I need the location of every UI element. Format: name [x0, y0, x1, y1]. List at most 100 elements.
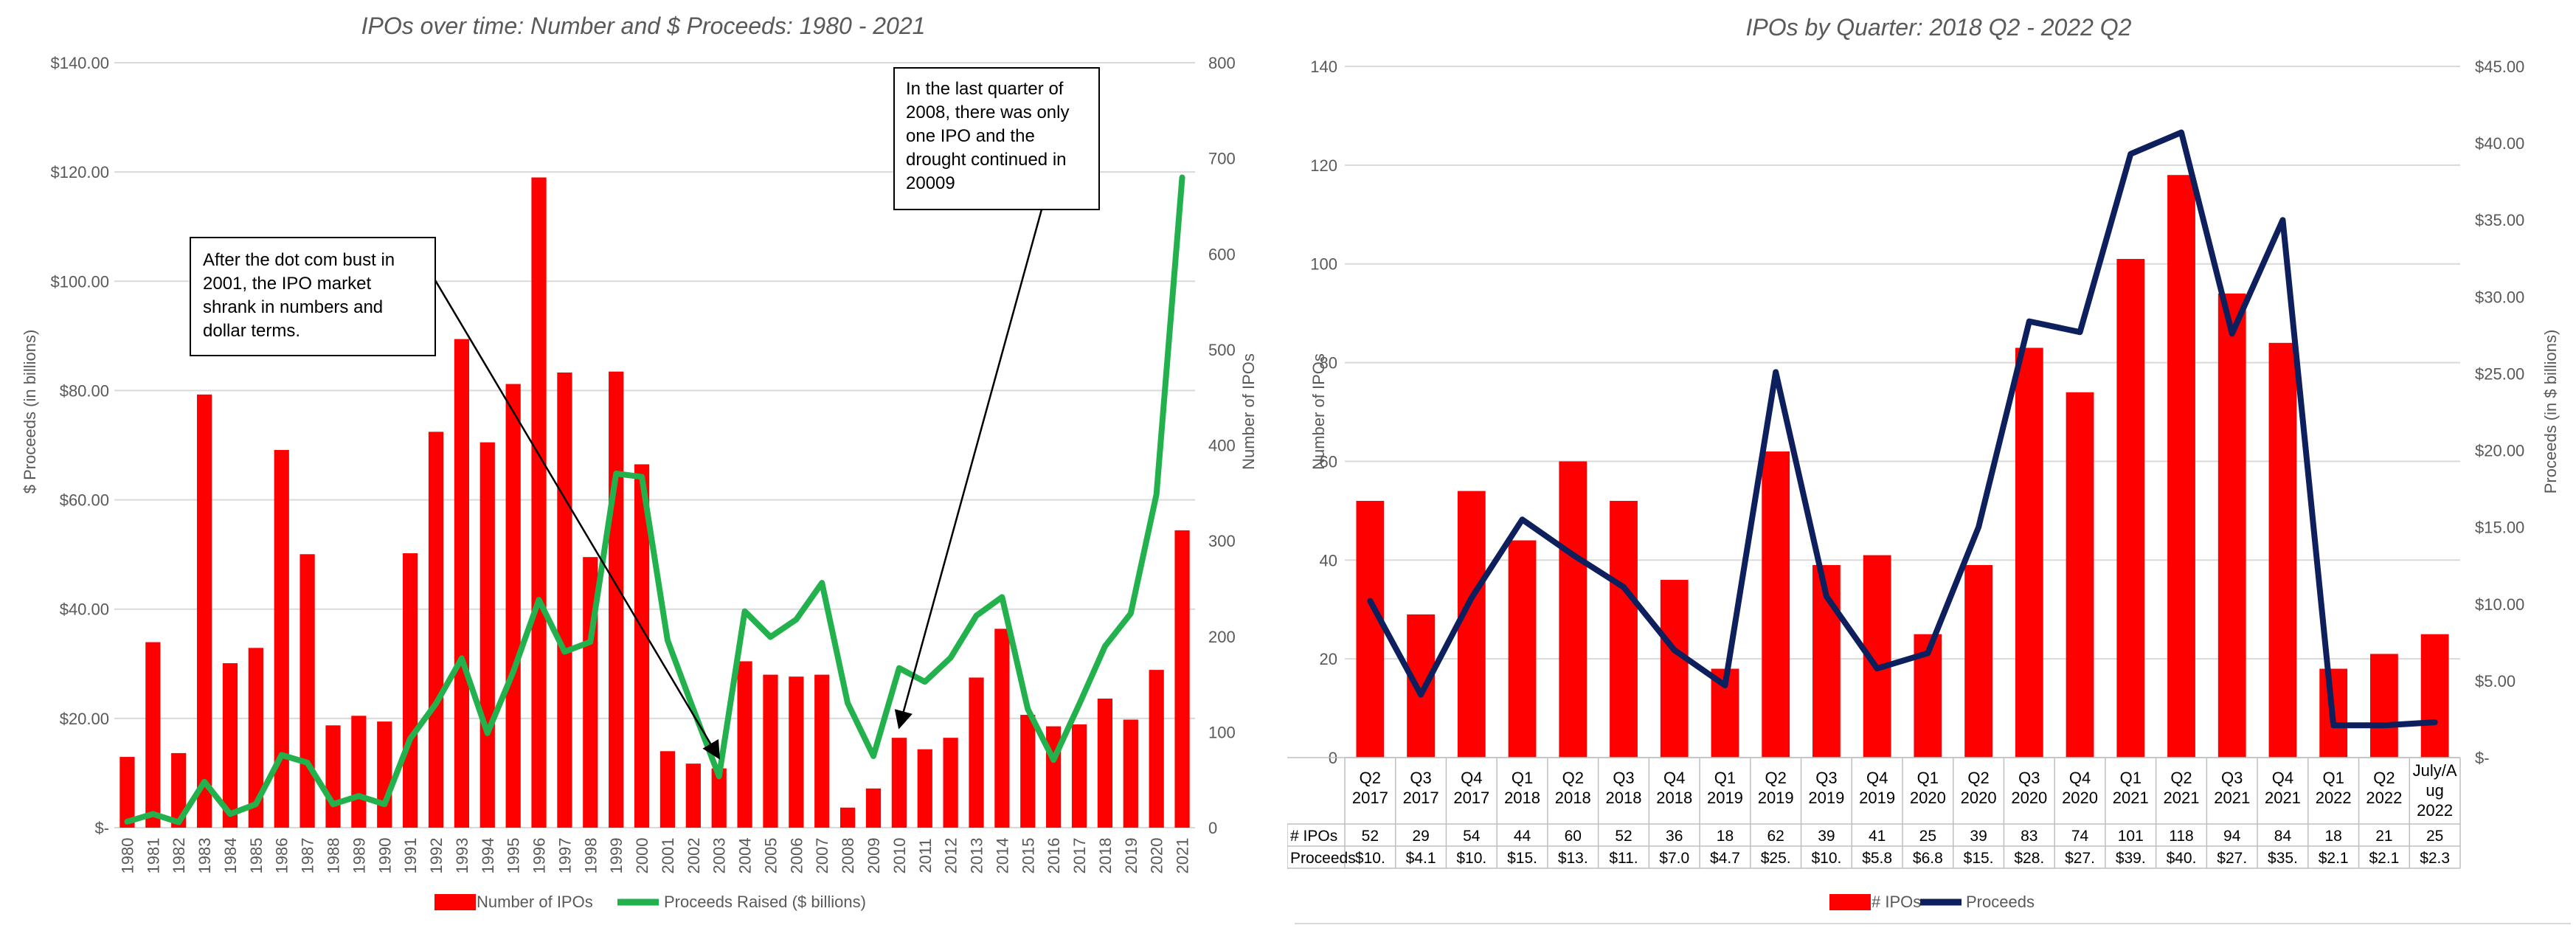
table-cell-proceeds: $5.8 [1862, 850, 1892, 867]
annotation-box [893, 67, 1100, 210]
x-category-label: 2018 [1504, 789, 1540, 807]
annotation-text: drought continued in [906, 150, 1067, 170]
legend: # IPOs Proceeds [1829, 893, 2035, 911]
bar-number-of-ipos [428, 432, 444, 828]
x-category-label: 2018 [1555, 789, 1591, 807]
left-tick-label: $60.00 [60, 491, 109, 510]
bar-ipos [2116, 259, 2145, 758]
bar-number-of-ipos [351, 716, 367, 828]
left-tick-label: $120.00 [50, 163, 109, 181]
bar-number-of-ipos [1097, 699, 1113, 828]
table-cell-ipos: 118 [2169, 828, 2193, 845]
annotation-text: 2001, the IPO market [203, 274, 371, 294]
bar-number-of-ipos [865, 788, 882, 828]
x-tick-label: 2001 [659, 838, 677, 874]
x-tick-label: 2008 [839, 838, 857, 874]
bar-number-of-ipos [994, 629, 1010, 828]
x-tick-label: 2020 [1148, 838, 1166, 874]
legend-label-proceeds: Proceeds [1966, 893, 2035, 911]
x-tick-label: 1987 [299, 838, 317, 874]
x-tick-label: 1997 [555, 838, 574, 874]
table-cell-ipos: 36 [1666, 828, 1683, 845]
x-category-label: 2019 [1859, 789, 1895, 807]
x-category-label: Q2 [1765, 769, 1787, 787]
x-category-label: 2021 [2113, 789, 2149, 807]
x-category-label: Q4 [1866, 769, 1888, 787]
right-tick-label: 800 [1208, 54, 1236, 72]
right-tick-label: $35.00 [2475, 211, 2524, 229]
bar-number-of-ipos [1071, 724, 1087, 828]
bar-number-of-ipos [505, 384, 521, 828]
bar-number-of-ipos [557, 372, 572, 828]
table-cell-ipos: 94 [2223, 828, 2241, 845]
bar-number-of-ipos [1123, 719, 1138, 828]
ipos-by-quarter-chart: IPOs by Quarter: 2018 Q2 - 2022 Q2 Numbe… [1287, 0, 2576, 928]
x-tick-label: 1998 [581, 838, 600, 874]
x-category-label: Q3 [2221, 769, 2243, 787]
x-category-label: Q3 [1613, 769, 1634, 787]
x-tick-label: 2009 [865, 838, 883, 874]
x-tick-label: 1984 [221, 838, 240, 874]
x-category-label: ug [2426, 781, 2443, 800]
table-cell-ipos: 29 [1412, 828, 1429, 845]
bar-number-of-ipos [171, 752, 187, 828]
table-cell-proceeds: $27. [2217, 850, 2247, 867]
table-cell-proceeds: $28. [2014, 850, 2044, 867]
x-tick-label: 2011 [916, 838, 935, 873]
bar-number-of-ipos [403, 553, 418, 828]
x-category-label: Q2 [1360, 769, 1381, 787]
right-tick-label: $25.00 [2475, 364, 2524, 383]
bar-ipos [2015, 347, 2043, 758]
x-tick-label: 1990 [375, 838, 394, 874]
x-tick-label: 1991 [401, 838, 420, 874]
x-category-label: Q2 [2170, 769, 2192, 787]
x-category-label: 2017 [1453, 789, 1489, 807]
x-category-label: 2021 [2265, 789, 2301, 807]
table-cell-ipos: 18 [1717, 828, 1734, 845]
table-cell-proceeds: $11. [1609, 850, 1638, 867]
table-cell-ipos: 18 [2325, 828, 2342, 845]
x-tick-label: 1980 [118, 838, 136, 874]
x-tick-label: 1982 [170, 838, 188, 874]
right-tick-label: $15.00 [2475, 519, 2524, 537]
x-tick-label: 1988 [324, 838, 342, 874]
x-category-label: Q2 [1562, 769, 1584, 787]
x-tick-label: 1994 [479, 838, 497, 874]
x-category-label: Q1 [1917, 769, 1939, 787]
table-cell-ipos: 41 [1869, 828, 1886, 845]
x-category-label: Q3 [1815, 769, 1837, 787]
chart-title: IPOs by Quarter: 2018 Q2 - 2022 Q2 [1746, 14, 2132, 41]
x-category-label: Q1 [1512, 769, 1533, 787]
bar-ipos [1508, 540, 1537, 758]
left-tick-label: $40.00 [60, 600, 109, 619]
bar-ipos [1610, 500, 1638, 758]
x-tick-label: 1983 [195, 838, 214, 874]
x-tick-label: 2002 [685, 838, 703, 874]
right-axis-title: Proceeds (in $ billions) [2541, 330, 2560, 494]
left-tick-label: 120 [1310, 156, 1337, 175]
bar-number-of-ipos [917, 749, 932, 828]
x-category-label: 2017 [1403, 789, 1439, 807]
table-cell-ipos: 52 [1362, 828, 1379, 845]
table-cell-proceeds: $2.1 [2369, 850, 2399, 867]
right-tick-label: 0 [1208, 819, 1217, 837]
table-cell-ipos: 60 [1565, 828, 1582, 845]
bar-ipos [1660, 580, 1689, 758]
x-category-label: Q1 [1714, 769, 1736, 787]
bar-number-of-ipos [145, 642, 161, 828]
bar-ipos [1559, 461, 1588, 758]
x-category-label: 2020 [2011, 789, 2047, 807]
x-tick-label: 2010 [890, 838, 909, 874]
bar-ipos [1762, 451, 1790, 758]
ipos-by-quarter-svg: IPOs by Quarter: 2018 Q2 - 2022 Q2 Numbe… [1287, 14, 2571, 924]
bar-number-of-ipos [222, 663, 238, 828]
table-cell-ipos: 39 [1970, 828, 1987, 845]
x-tick-label: 1995 [505, 838, 523, 874]
right-tick-label: 400 [1208, 437, 1236, 455]
bar-ipos [2420, 634, 2449, 758]
x-tick-label: 2019 [1122, 838, 1140, 874]
left-tick-label: 140 [1310, 58, 1337, 76]
x-tick-label: 1992 [427, 838, 446, 874]
bar-ipos [2268, 342, 2297, 758]
table-cell-ipos: 83 [2021, 828, 2037, 845]
